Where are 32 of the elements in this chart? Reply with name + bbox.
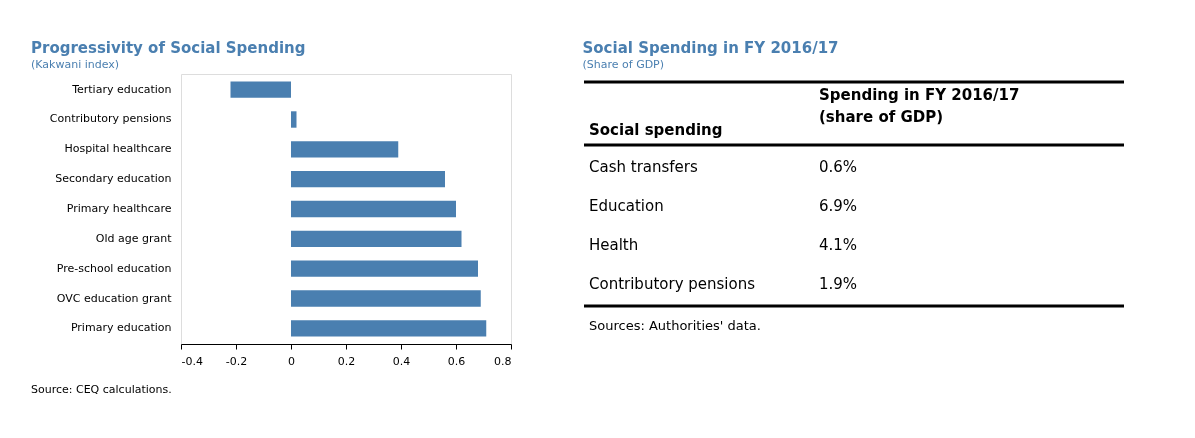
source-note: Source: CEQ calculations.: [31, 383, 172, 396]
x-tick-label: 0.8: [494, 354, 512, 368]
y-tick-label: Contributory pensions: [49, 112, 172, 126]
text: Spending in FY 2016/17 (share of GDP): [819, 86, 1020, 126]
data-label: 1.9%: [819, 275, 858, 293]
data-label: 4.1%: [819, 236, 858, 254]
y-tick-label: Secondary education: [55, 172, 172, 186]
y-tick-label: Tertiary education: [71, 82, 172, 96]
y-tick-label: Pre-school education: [56, 261, 172, 275]
text: Social Spending in FY 2016/17: [582, 39, 839, 57]
y-tick-label: Hospital healthcare: [64, 142, 172, 156]
data-label: 0.6%: [819, 158, 858, 176]
y-tick-label: OVC education grant: [56, 291, 173, 305]
category-label: Cash transfers: [589, 158, 698, 176]
x-tick-label: -0.2: [225, 354, 248, 368]
y-tick-label: Primary healthcare: [66, 202, 172, 215]
text: Social spending: [589, 121, 723, 139]
data-label: 6.9%: [819, 197, 858, 215]
y-tick-label: Old age grant: [95, 231, 173, 245]
x-tick-label: 0.2: [337, 354, 356, 368]
category-label: Education: [589, 197, 664, 215]
x-tick-label: 0.6: [447, 354, 466, 368]
x-tick-label: 0: [288, 354, 295, 368]
x-tick-label: -0.4: [181, 354, 203, 368]
text: (Kakwani index): [31, 58, 120, 71]
chart-title: Progressivity of Social Spending: [31, 39, 306, 57]
text: (Share of GDP): [582, 58, 665, 71]
category-label: Health: [589, 236, 639, 254]
x-tick-label: 0.4: [392, 354, 411, 368]
y-tick-label: Primary education: [70, 321, 172, 335]
category-label: Contributory pensions: [589, 275, 756, 293]
source-note: Sources: Authorities' data.: [589, 318, 761, 333]
